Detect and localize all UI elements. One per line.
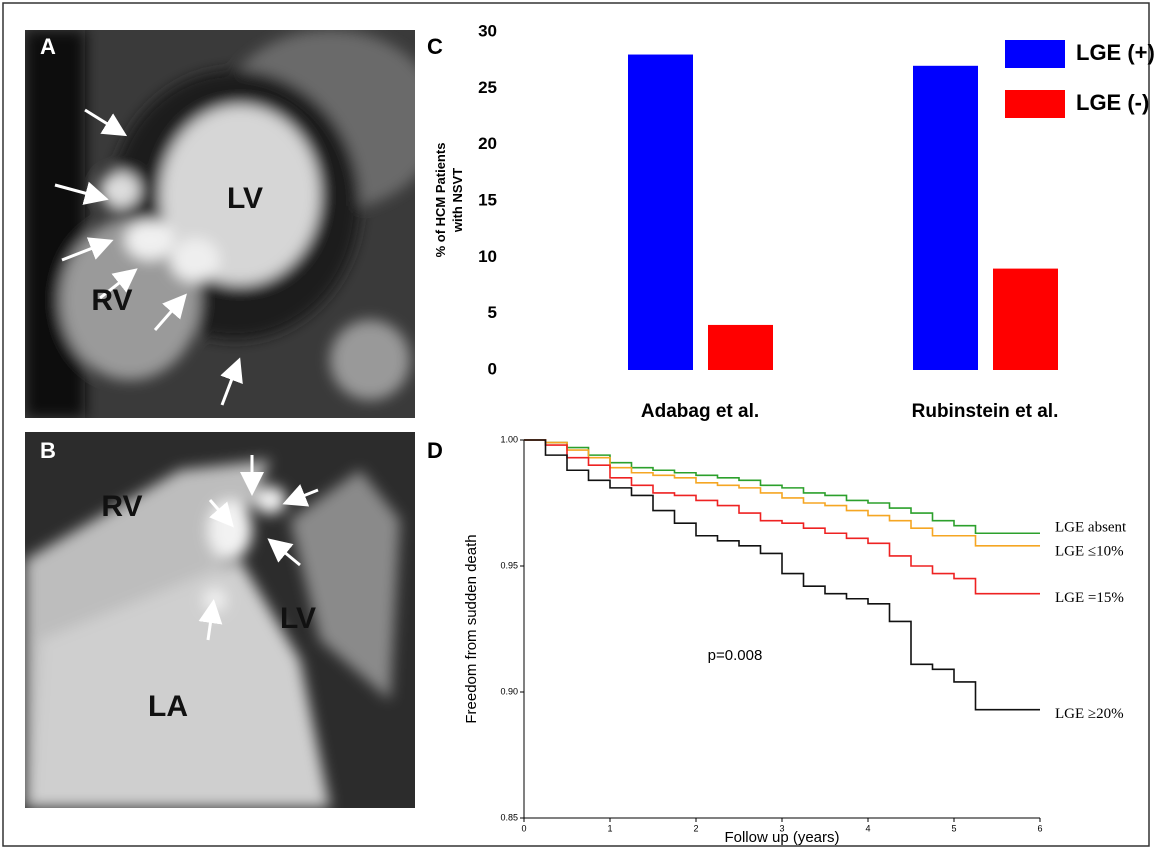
y-tick-label: 0.90 (500, 686, 518, 696)
image-label: RV (101, 490, 142, 523)
survival-curve (524, 439, 1040, 535)
panel-label: C (427, 34, 443, 59)
y-axis-label: Freedom from sudden death (463, 534, 480, 723)
y-tick-label: 25 (478, 78, 497, 97)
y-axis-label: % of HCM Patients with NSVT (433, 143, 465, 258)
series-label: LGE ≥20% (1055, 706, 1124, 722)
y-tick-label: 15 (478, 190, 497, 209)
legend-swatch (1005, 90, 1065, 118)
image-label: LV (280, 602, 316, 635)
mri-image-b: B RV LV LA (25, 432, 415, 808)
bar (628, 54, 693, 371)
series-label: LGE absent (1055, 520, 1127, 536)
x-axis-label: Follow up (years) (724, 829, 839, 846)
legend-swatch (1005, 40, 1065, 68)
y-axis-label-line: with NSVT (450, 168, 465, 233)
bar (708, 324, 773, 370)
series-label: LGE =15% (1055, 590, 1124, 606)
survival-curve (524, 439, 1040, 711)
image-label: RV (91, 284, 132, 317)
y-tick-label: 20 (478, 134, 497, 153)
x-tick-label: 5 (951, 823, 956, 833)
y-tick-label: 0 (488, 359, 497, 378)
image-label: LV (227, 182, 263, 215)
y-tick-label: 5 (488, 303, 497, 322)
x-tick-label: 3 (779, 823, 784, 833)
x-tick-label: 4 (865, 823, 870, 833)
y-tick-label: 10 (478, 247, 497, 266)
panel-label: A (40, 34, 56, 59)
y-axis-label-line: % of HCM Patients (433, 143, 448, 258)
x-tick-label: 6 (1037, 823, 1042, 833)
y-tick-label: 0.85 (500, 812, 518, 822)
series-label: LGE ≤10% (1055, 543, 1124, 559)
mri-image-a: A LV RV (25, 30, 415, 418)
panel-label: D (427, 438, 443, 463)
y-tick-label: 30 (478, 21, 497, 40)
legend-label: LGE (+) (1076, 40, 1155, 65)
panel-label: B (40, 438, 56, 463)
y-tick-label: 1.00 (500, 434, 518, 444)
x-tick-label: 2 (693, 823, 698, 833)
bar (913, 65, 978, 371)
x-tick-label: 0 (521, 823, 526, 833)
annotation: p=0.008 (708, 647, 763, 664)
x-tick-label: 1 (607, 823, 612, 833)
legend-label: LGE (-) (1076, 90, 1149, 115)
survival-curve (524, 439, 1040, 547)
x-tick-label: Rubinstein et al. (912, 401, 1059, 422)
x-tick-label: Adabag et al. (641, 401, 759, 422)
survival-curve (524, 439, 1040, 595)
image-label: LA (148, 690, 188, 723)
bar (993, 268, 1058, 370)
y-tick-label: 0.95 (500, 560, 518, 570)
